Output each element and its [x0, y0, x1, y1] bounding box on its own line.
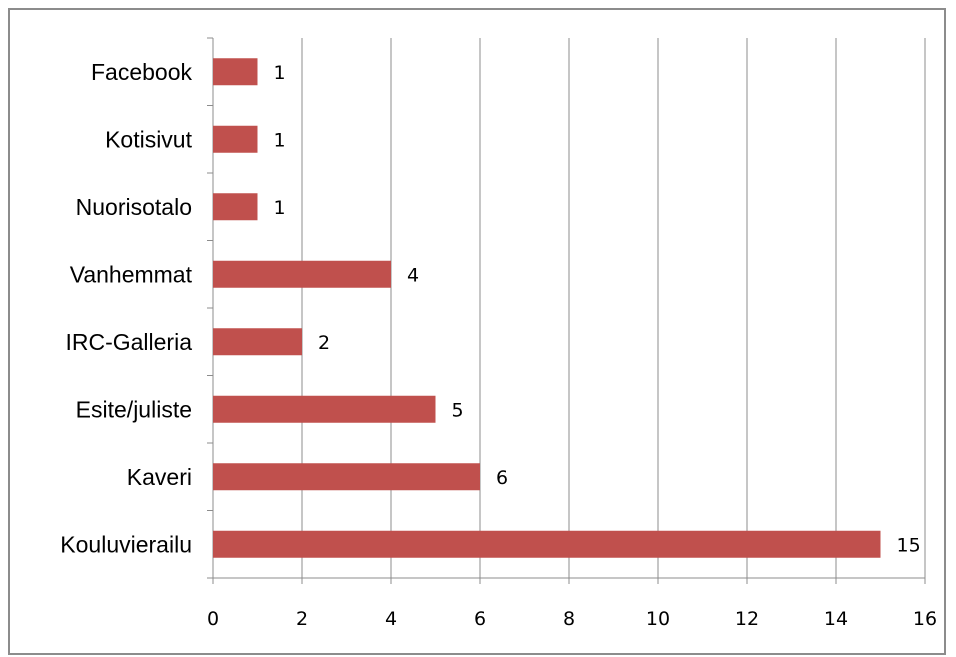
- axes: [207, 37, 926, 584]
- x-tick-label-16: 16: [913, 608, 937, 630]
- data-label: 1: [274, 197, 286, 219]
- bar-kotisivut: [213, 125, 258, 153]
- bar-facebook: [213, 58, 258, 86]
- category-label: Kouluvierailu: [60, 531, 192, 557]
- data-label: 6: [496, 467, 508, 489]
- x-tick-label-0: 0: [207, 608, 219, 630]
- data-label: 5: [452, 399, 464, 421]
- bar-nuorisotalo: [213, 193, 258, 221]
- bar-kaveri: [213, 463, 480, 491]
- bar-esite-juliste: [213, 395, 436, 423]
- data-label: 15: [897, 534, 921, 556]
- bar-irc-galleria: [213, 328, 302, 356]
- x-tick-label-14: 14: [824, 608, 848, 630]
- bar-vanhemmat: [213, 260, 391, 288]
- x-tick-label-10: 10: [646, 608, 670, 630]
- category-label: Facebook: [91, 59, 193, 85]
- data-label: 1: [274, 129, 286, 151]
- x-tick-label-8: 8: [563, 608, 575, 630]
- bars: [213, 58, 881, 558]
- bar-kouluvierailu: [213, 530, 881, 558]
- data-label: 1: [274, 62, 286, 84]
- x-tick-label-2: 2: [296, 608, 308, 630]
- x-tick-label-4: 4: [385, 608, 397, 630]
- data-label: 2: [318, 332, 330, 354]
- x-tick-label-12: 12: [735, 608, 759, 630]
- x-tick-label-6: 6: [474, 608, 486, 630]
- category-label: Vanhemmat: [70, 261, 193, 287]
- category-label: Kaveri: [127, 464, 192, 490]
- category-label: Kotisivut: [105, 126, 193, 152]
- category-label: Nuorisotalo: [76, 194, 192, 220]
- gridlines: [301, 38, 926, 578]
- category-label: IRC-Galleria: [65, 329, 192, 355]
- data-label: 4: [407, 264, 419, 286]
- category-label: Esite/juliste: [76, 396, 192, 422]
